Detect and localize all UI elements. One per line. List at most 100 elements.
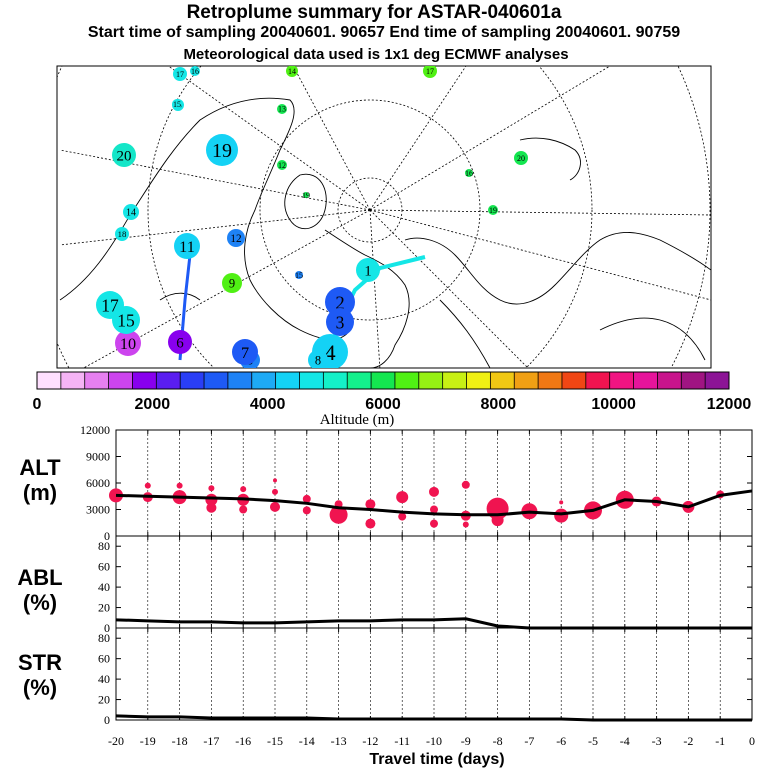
map-cluster-dot	[514, 151, 528, 165]
x-tick-label: -10	[426, 734, 442, 748]
colorbar-segment	[37, 372, 62, 389]
map-cluster-minor: 16	[465, 169, 473, 178]
retroplume-map: 1234567891011121314151617181920171614171…	[56, 65, 712, 369]
y-tick-label: 0	[104, 713, 110, 727]
map-cluster-dot	[206, 134, 238, 166]
alt-cluster-dot	[491, 514, 504, 527]
colorbar-segment	[108, 372, 133, 389]
y-tick-label: 40	[98, 672, 110, 686]
map-cluster-label: 19	[489, 206, 497, 215]
x-tick-label: -19	[140, 734, 156, 748]
alt-cluster-dot	[239, 505, 248, 514]
colorbar-segment	[490, 372, 515, 389]
x-tick-label: -14	[299, 734, 315, 748]
colorbar-segment	[156, 372, 181, 389]
map-cluster-dot	[286, 66, 298, 77]
map-cluster-dot	[172, 99, 182, 109]
map-cluster-label: 20	[517, 154, 525, 163]
colorbar-tick-label: 6000	[365, 396, 401, 413]
x-tick-label: -8	[493, 734, 503, 748]
abl-label-unit: (%)	[23, 590, 57, 615]
map-cluster-label: 2	[335, 293, 344, 314]
map-cluster-dot	[277, 160, 287, 170]
x-tick-label: -20	[108, 734, 124, 748]
map-cluster-minor: 17	[173, 67, 187, 81]
map-cluster-label: 19	[302, 191, 310, 200]
map-cluster: 2	[325, 287, 355, 317]
colorbar-segment	[299, 372, 324, 389]
map-cluster: 17	[96, 291, 124, 319]
y-tick-label: 80	[98, 539, 110, 553]
map-cluster-minor: 12	[277, 160, 287, 170]
x-tick-label: -7	[524, 734, 534, 748]
map-cluster-minor: 15	[172, 99, 182, 109]
alt-label-top: ALT	[19, 455, 61, 480]
alt-cluster-dot	[430, 519, 438, 528]
map-cluster-dot	[277, 104, 287, 114]
colorbar-segment	[585, 372, 611, 389]
str-line	[115, 714, 752, 722]
colorbar-segment	[323, 372, 348, 389]
alt-cluster-dot	[302, 494, 311, 503]
page-title: Retroplume summary for ASTAR-040601a	[186, 2, 562, 23]
map-cluster-dot	[326, 308, 354, 336]
alt-cluster-dot	[208, 485, 215, 492]
colorbar-tick-label: 8000	[481, 396, 517, 413]
alt-cluster-dot	[329, 505, 348, 524]
map-cluster-label: 7	[241, 344, 249, 362]
map-cluster: 13	[277, 104, 287, 114]
map-cluster-minor: 17	[423, 66, 437, 78]
y-tick-label: 20	[98, 601, 110, 615]
map-cluster-minor: 14	[286, 66, 298, 77]
x-tick-label: 0	[749, 734, 755, 748]
map-cluster-dot	[96, 291, 124, 319]
y-tick-label: 60	[98, 560, 110, 574]
map-cluster-dot	[227, 229, 245, 247]
map-cluster-label: 18	[118, 229, 127, 239]
y-tick-label: 3000	[86, 503, 110, 517]
colorbar-segment	[371, 372, 396, 389]
map-cluster-dot	[222, 273, 242, 293]
y-tick-label: 12000	[80, 423, 110, 437]
x-tick-label: -5	[588, 734, 598, 748]
map-cluster: 6	[168, 330, 192, 354]
map-cluster-label: 17	[176, 70, 184, 79]
map-cluster-minor: 16	[190, 66, 200, 76]
colorbar-segment	[204, 372, 229, 389]
map-cluster-dot	[112, 143, 136, 167]
colorbar-segment	[633, 372, 658, 389]
map-cluster: 7	[232, 339, 258, 365]
y-tick-label: 20	[98, 693, 110, 707]
map-cluster-dot	[295, 271, 303, 279]
alt-cluster-dot	[398, 512, 407, 521]
map-cluster-label: 15	[117, 310, 135, 330]
colorbar-segment	[180, 372, 205, 389]
map-cluster-dot	[325, 287, 355, 317]
y-tick-label: 80	[98, 631, 110, 645]
colorbar-segment	[84, 372, 110, 389]
map-cluster-label: 3	[336, 312, 345, 332]
alt-label-unit: (m)	[23, 480, 57, 505]
map-cluster-label: 6	[176, 335, 184, 351]
colorbar-segment	[681, 372, 706, 389]
alt-cluster-dot	[144, 482, 151, 489]
alt-cluster-dot	[461, 480, 470, 489]
colorbar-segment	[418, 372, 444, 389]
map-cluster-label: 10	[120, 335, 136, 353]
alt-cluster-dot	[559, 500, 564, 505]
map-cluster-minor: 20	[514, 151, 528, 165]
alt-cluster-dot	[206, 502, 217, 513]
colorbar-tick-label: 12000	[707, 396, 752, 413]
map-cluster-label: 13	[278, 104, 286, 113]
met-data-note: Meteorological data used is 1x1 deg ECMW…	[183, 46, 569, 63]
map-cluster-label: 15	[173, 100, 181, 109]
alt-panel: 12000 9000 6000 3000 0 ALT (m)	[19, 423, 753, 543]
altitude-colorbar: 0 2000 4000 6000 8000 10000 12000 Altitude (m)	[33, 371, 752, 428]
colorbar-tick-label: 10000	[591, 396, 636, 413]
map-cluster-dot	[488, 205, 498, 215]
map-cluster-dot	[232, 339, 258, 365]
alt-cluster-dot	[462, 521, 469, 528]
colorbar-segment	[275, 372, 300, 389]
str-panel: 80 60 40 20 0 STR (%)	[18, 627, 753, 727]
map-cluster-dot	[356, 258, 380, 282]
